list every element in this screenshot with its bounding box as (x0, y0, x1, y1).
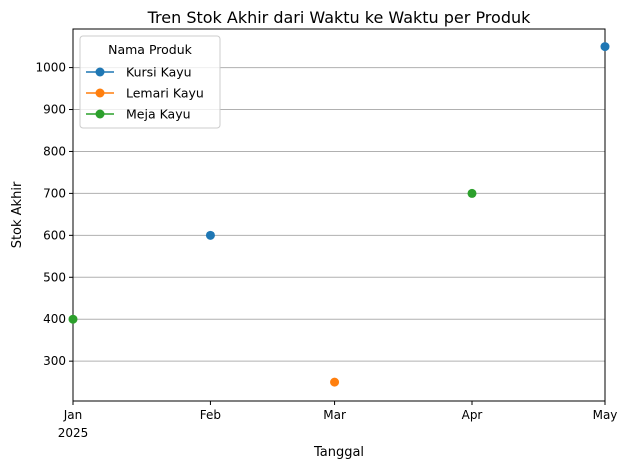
data-points (68, 42, 610, 387)
plot-area-frame (72, 28, 606, 402)
x-axis-label: Tanggal (313, 445, 364, 460)
legend-label: Kursi Kayu (126, 65, 192, 80)
data-point (330, 377, 340, 387)
data-point (68, 314, 78, 324)
legend-title: Nama Produk (108, 42, 193, 57)
x-axis-year-label: 2025 (58, 426, 89, 440)
y-tick-label: 400 (43, 312, 66, 326)
data-point (467, 188, 477, 198)
legend-items: Kursi Kayu Lemari Kayu Meja Kayu (86, 65, 204, 122)
data-point (205, 230, 215, 240)
legend-label: Lemari Kayu (126, 86, 204, 101)
y-tick-label: 1000 (35, 61, 66, 75)
y-tick-label: 700 (43, 186, 66, 200)
legend-marker (95, 109, 105, 119)
legend-item: Lemari Kayu (86, 86, 204, 101)
x-tick-label: Mar (323, 408, 346, 422)
legend-label: Meja Kayu (126, 107, 191, 122)
y-tick-label: 300 (43, 354, 66, 368)
legend-box (79, 35, 221, 129)
x-tick-label: Feb (200, 408, 221, 422)
x-tick-label: May (593, 408, 618, 422)
chart-title: Tren Stok Akhir dari Waktu ke Waktu per … (147, 8, 532, 27)
legend-marker (95, 88, 105, 98)
y-axis-ticks: 300 400 500 600 700 800 900 1000 (35, 61, 73, 368)
x-tick-label: Jan (63, 408, 83, 422)
legend: Nama Produk Kursi Kayu Lemari Kayu Meja Ka… (79, 35, 221, 129)
y-tick-label: 900 (43, 103, 66, 117)
y-axis-label: Stok Akhir (10, 181, 25, 248)
legend-item: Meja Kayu (86, 107, 191, 122)
legend-item: Kursi Kayu (86, 65, 192, 80)
legend-marker (95, 67, 105, 77)
y-tick-label: 500 (43, 270, 66, 284)
x-axis-ticks: Jan Feb Mar Apr May (63, 401, 618, 422)
y-tick-label: 600 (43, 228, 66, 242)
x-tick-label: Apr (462, 408, 483, 422)
data-point (600, 42, 610, 52)
y-tick-label: 800 (43, 144, 66, 158)
